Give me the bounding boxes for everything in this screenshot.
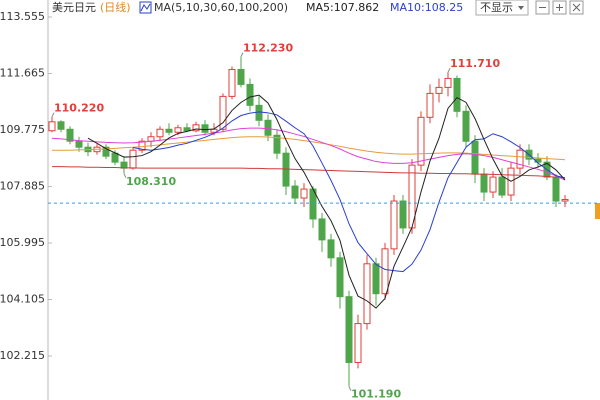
candle-body xyxy=(291,185,299,199)
candle-body xyxy=(219,95,227,130)
candle-body xyxy=(174,127,182,133)
annotation-pointer xyxy=(447,67,451,73)
candle-body xyxy=(417,116,425,166)
candle-body xyxy=(120,161,128,169)
candle-body xyxy=(318,218,326,241)
candle-body xyxy=(48,121,56,132)
price-marker xyxy=(595,203,600,219)
candle-body xyxy=(381,248,389,295)
candle-body xyxy=(201,124,209,133)
price-annotation: 111.710 xyxy=(450,57,500,70)
y-tick-label: 109.775 xyxy=(0,123,45,136)
price-annotation: 110.220 xyxy=(54,102,104,115)
dropdown-arrow xyxy=(518,6,524,10)
candle-body xyxy=(228,68,236,97)
candle-body xyxy=(363,263,371,325)
candle-body xyxy=(444,77,452,88)
y-tick-label: 104.105 xyxy=(0,293,45,306)
candle-body xyxy=(273,134,281,154)
candle-body xyxy=(516,149,524,169)
y-tick-label: 105.995 xyxy=(0,236,45,249)
candle-body xyxy=(480,173,488,193)
moving-average-line xyxy=(87,94,566,309)
candle-body xyxy=(552,176,560,202)
candle-body xyxy=(354,323,362,363)
candle-body xyxy=(345,296,353,363)
moving-average-line xyxy=(132,111,566,273)
candle-body xyxy=(264,119,272,136)
y-tick-label: 113.555 xyxy=(0,10,45,23)
candle-body xyxy=(327,239,335,259)
annotation-pointer xyxy=(123,173,127,179)
candle-body xyxy=(111,152,119,163)
candle-body xyxy=(399,200,407,229)
candle-body xyxy=(165,128,173,133)
candle-body xyxy=(75,140,83,148)
candle-body xyxy=(192,124,200,132)
candle-body xyxy=(237,68,245,85)
y-tick-label: 102.215 xyxy=(0,349,45,362)
moving-average-line xyxy=(51,127,566,181)
expand-icon xyxy=(572,3,581,12)
candle-body xyxy=(336,257,344,298)
candle-body xyxy=(183,127,191,132)
annotation-pointer xyxy=(348,386,352,391)
candle-body xyxy=(390,200,398,250)
toggle-button-label: 不显示 xyxy=(480,1,513,14)
candle-body xyxy=(426,92,434,118)
annotation-pointer xyxy=(240,52,244,57)
candle-body xyxy=(282,152,290,187)
candle-body xyxy=(453,77,461,112)
period-label: (日线) xyxy=(100,0,131,14)
y-tick-label: 111.665 xyxy=(0,67,45,80)
candle-body xyxy=(66,128,74,142)
candle-body xyxy=(138,140,146,151)
toggle-button[interactable] xyxy=(475,0,529,16)
indicator-icon[interactable] xyxy=(139,1,152,14)
annotation-pointer xyxy=(51,112,55,117)
candle-body xyxy=(129,149,137,169)
price-annotation: 112.230 xyxy=(243,42,293,55)
candle-body xyxy=(489,176,497,193)
candle-body xyxy=(462,110,470,142)
candle-body xyxy=(561,199,569,202)
candle-body xyxy=(246,83,254,106)
candle-body xyxy=(57,121,65,130)
moving-average-line xyxy=(52,136,566,161)
y-tick-label: 107.885 xyxy=(0,180,45,193)
indicator-icon-line xyxy=(140,3,151,12)
candle-body xyxy=(372,263,380,295)
candle-body xyxy=(156,128,164,138)
legend-ma10: MA10:108.25 xyxy=(390,1,463,14)
moving-average-line xyxy=(52,166,566,179)
price-annotation: 101.190 xyxy=(351,388,401,400)
indicator-label: MA(5,10,30,60,100,200) xyxy=(154,1,288,14)
candle-body xyxy=(498,176,506,196)
candle-body xyxy=(471,140,479,175)
candle-body xyxy=(435,86,443,94)
candle-body xyxy=(300,188,308,199)
candle-body xyxy=(255,104,263,121)
price-annotation: 108.310 xyxy=(126,175,176,188)
symbol-title: 美元日元 xyxy=(52,1,96,14)
candle-body xyxy=(102,146,110,157)
legend-ma5: MA5:107.862 xyxy=(306,1,379,14)
